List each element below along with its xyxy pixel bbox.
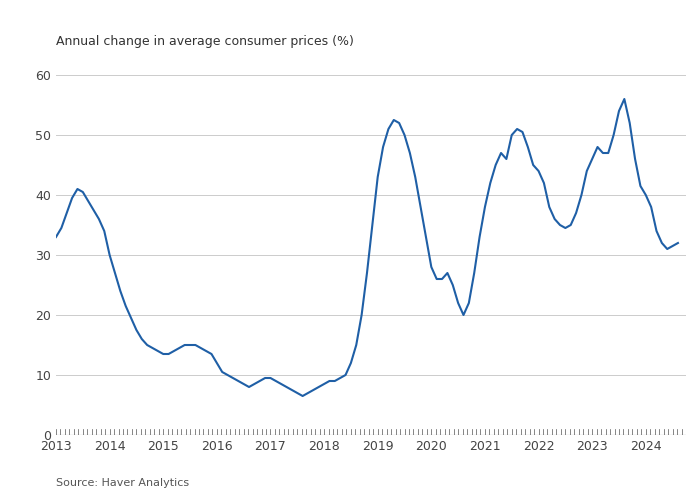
Text: Annual change in average consumer prices (%): Annual change in average consumer prices… — [56, 34, 354, 48]
Text: Source: Haver Analytics: Source: Haver Analytics — [56, 478, 189, 488]
